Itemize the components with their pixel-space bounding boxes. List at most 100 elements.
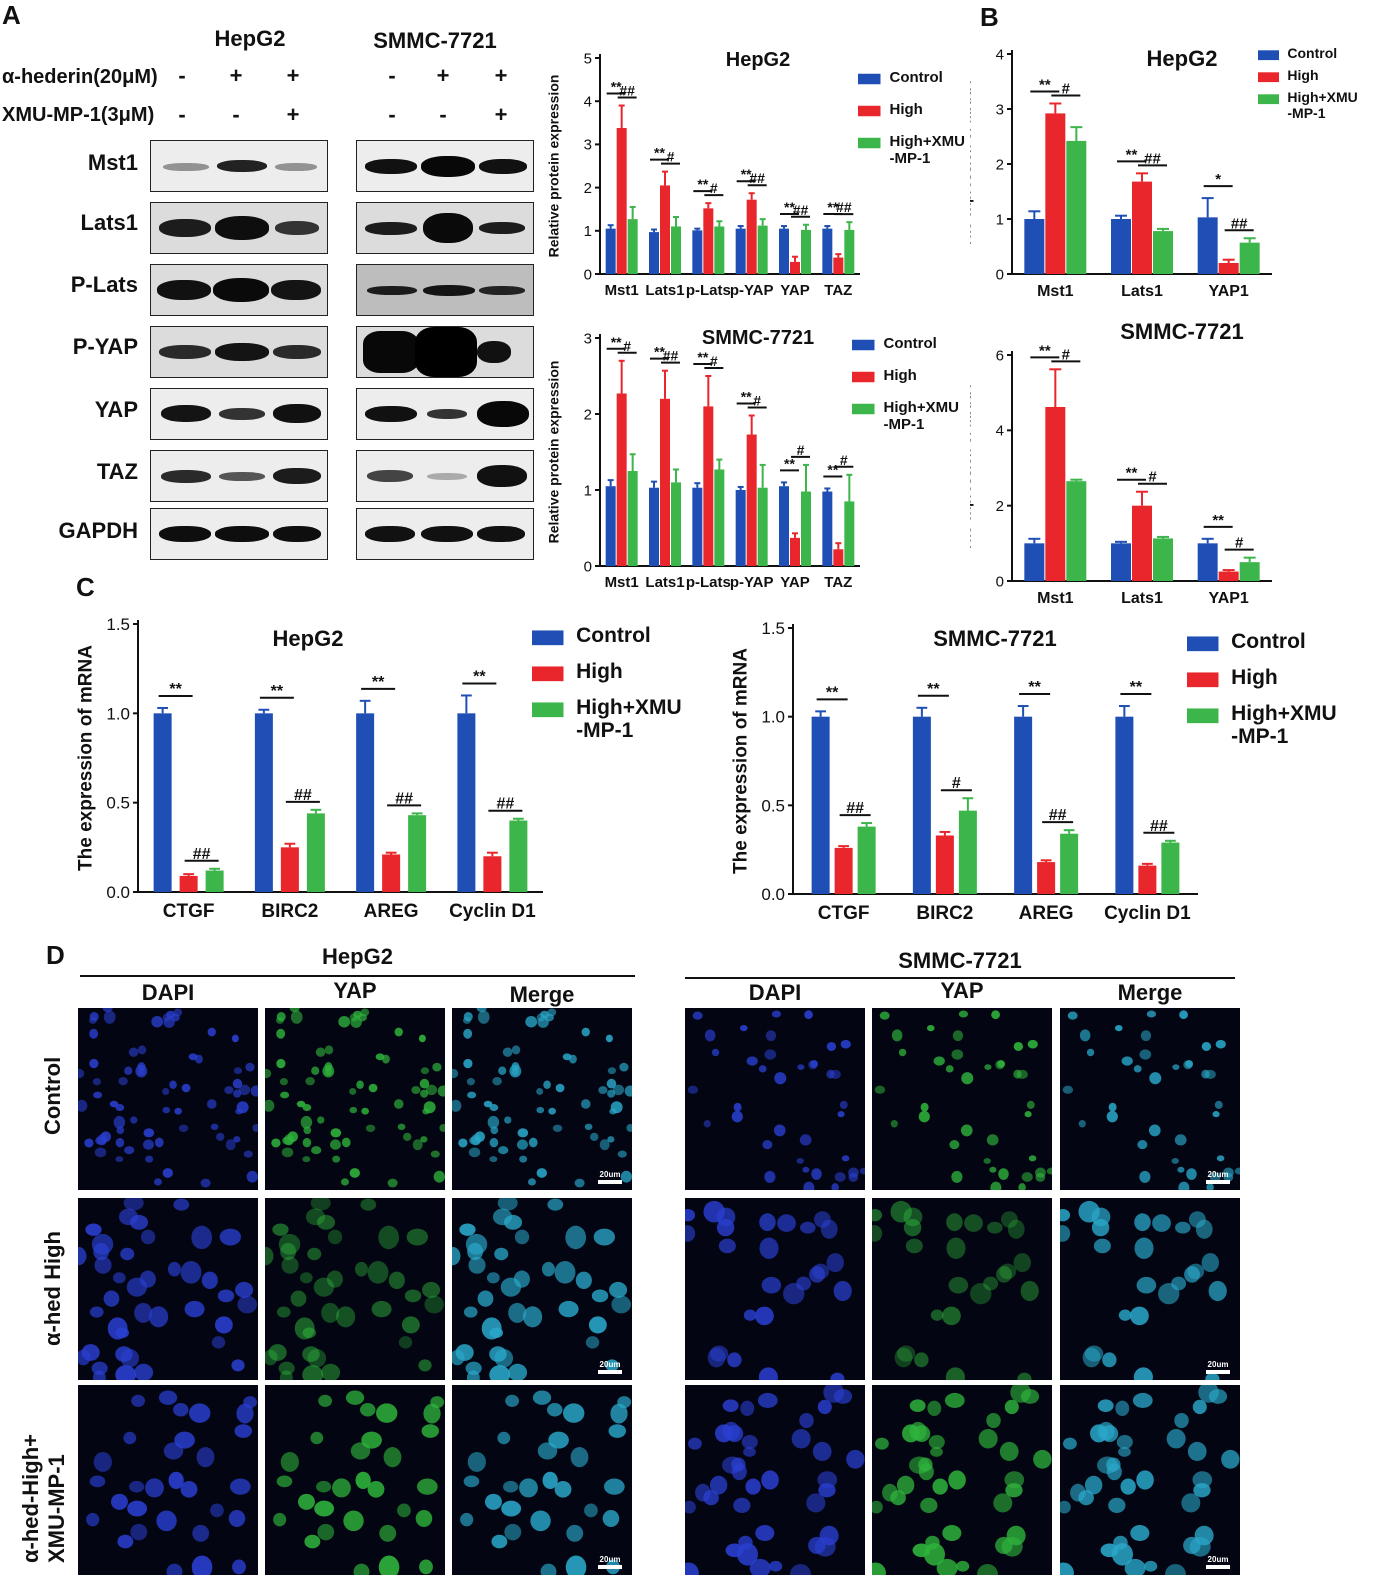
nucleus: [117, 1534, 134, 1549]
nucleus: [817, 1471, 838, 1489]
sig-mark: #: [952, 775, 961, 792]
bar: [649, 487, 659, 566]
nucleus: [1192, 1471, 1213, 1489]
nucleus: [819, 1525, 839, 1546]
nucleus: [463, 1475, 480, 1488]
wb-title-smmc: SMMC-7721: [373, 28, 497, 53]
bar: [1161, 842, 1180, 894]
nucleus: [605, 1034, 613, 1043]
nucleus: [703, 1119, 711, 1128]
bar: [1066, 481, 1087, 581]
nucleus: [459, 1223, 476, 1236]
nucleus: [746, 1056, 758, 1066]
nucleus: [920, 1497, 938, 1514]
sig-mark: ##: [496, 796, 514, 813]
nucleus: [302, 1104, 312, 1112]
nucleus: [327, 1229, 343, 1245]
x-category-label: Lats1: [645, 574, 684, 591]
nucleus: [1020, 1389, 1040, 1404]
nucleus: [1208, 1389, 1228, 1404]
blot-smmc-taz: [356, 450, 534, 502]
scale-bar-label: 20um: [1207, 1555, 1229, 1564]
nucleus: [166, 1563, 183, 1575]
nucleus: [403, 1132, 412, 1141]
nucleus: [93, 1451, 112, 1472]
x-category-label: YAP: [780, 282, 809, 299]
y-tick-label: 1: [584, 223, 592, 240]
nucleus: [903, 1218, 922, 1237]
nucleus: [238, 1084, 251, 1096]
nucleus: [745, 1478, 761, 1495]
if-cells: [1062, 1010, 1240, 1190]
nucleus: [812, 1263, 830, 1280]
y-tick-label: 4: [996, 423, 1004, 440]
if-image-dapi: [685, 1008, 865, 1190]
nucleus: [999, 1441, 1019, 1462]
nucleus: [1106, 1110, 1118, 1123]
legend-label: High: [576, 660, 623, 683]
bar: [1197, 543, 1218, 581]
wb-sign: -: [232, 102, 240, 127]
nucleus: [419, 1078, 430, 1089]
nucleus: [316, 1214, 336, 1230]
nucleus: [1017, 1372, 1032, 1380]
nucleus: [485, 1493, 502, 1510]
y-axis-label: The expression of mRNA: [76, 645, 97, 871]
nucleus: [219, 1228, 242, 1246]
legend-swatch: [1187, 636, 1219, 652]
y-tick-label: 4: [584, 93, 592, 110]
legend-label: Control: [890, 69, 943, 86]
nucleus: [491, 1534, 508, 1549]
x-category-label: BIRC2: [261, 901, 318, 922]
nucleus: [948, 1276, 969, 1294]
bar: [857, 826, 876, 894]
nucleus: [764, 1170, 776, 1183]
chart-title: SMMC-7721: [933, 626, 1056, 651]
sig-mark: ##: [1144, 150, 1161, 167]
nucleus: [235, 1281, 254, 1298]
nucleus: [1223, 1172, 1234, 1182]
nucleus: [1174, 1134, 1187, 1146]
bar: [822, 491, 833, 566]
nucleus: [1118, 1446, 1131, 1457]
legend-label: Control: [884, 335, 937, 352]
nucleus: [89, 1058, 99, 1069]
scale-bar-label: 20um: [1207, 1360, 1229, 1369]
sig-mark: #: [710, 353, 718, 369]
nucleus: [602, 1509, 620, 1527]
nucleus: [1136, 1276, 1157, 1294]
nucleus: [593, 1228, 616, 1246]
legend-label: Control: [1231, 630, 1306, 653]
nucleus: [685, 1208, 696, 1222]
nucleus: [733, 1497, 751, 1514]
nucleus: [315, 1047, 326, 1057]
nucleus: [920, 1102, 929, 1112]
nucleus: [727, 1352, 742, 1368]
bar: [671, 226, 681, 274]
nucleus: [113, 1115, 126, 1129]
nucleus: [607, 1067, 617, 1075]
sig-mark: ##: [619, 83, 635, 99]
sig-mark: **: [927, 681, 940, 698]
nucleus: [619, 1062, 629, 1072]
bar: [280, 847, 299, 892]
legend-swatch: [852, 339, 875, 351]
bar: [306, 813, 325, 892]
bar: [356, 713, 375, 892]
sig-mark: **: [473, 668, 486, 685]
nucleus: [170, 1013, 180, 1022]
x-category-label: AREG: [364, 901, 419, 922]
nucleus: [961, 1072, 974, 1085]
nucleus: [716, 1218, 735, 1237]
nucleus: [874, 1085, 886, 1094]
nucleus: [796, 1276, 812, 1291]
blot-smmc-yap: [356, 388, 534, 440]
nucleus: [349, 1106, 358, 1114]
nucleus: [1133, 1367, 1153, 1380]
bar: [801, 229, 811, 274]
wb-sign: -: [178, 102, 186, 127]
if-cells: [685, 1385, 865, 1575]
nucleus: [1062, 1085, 1074, 1094]
nucleus: [115, 1156, 124, 1163]
nucleus: [1004, 1399, 1019, 1415]
